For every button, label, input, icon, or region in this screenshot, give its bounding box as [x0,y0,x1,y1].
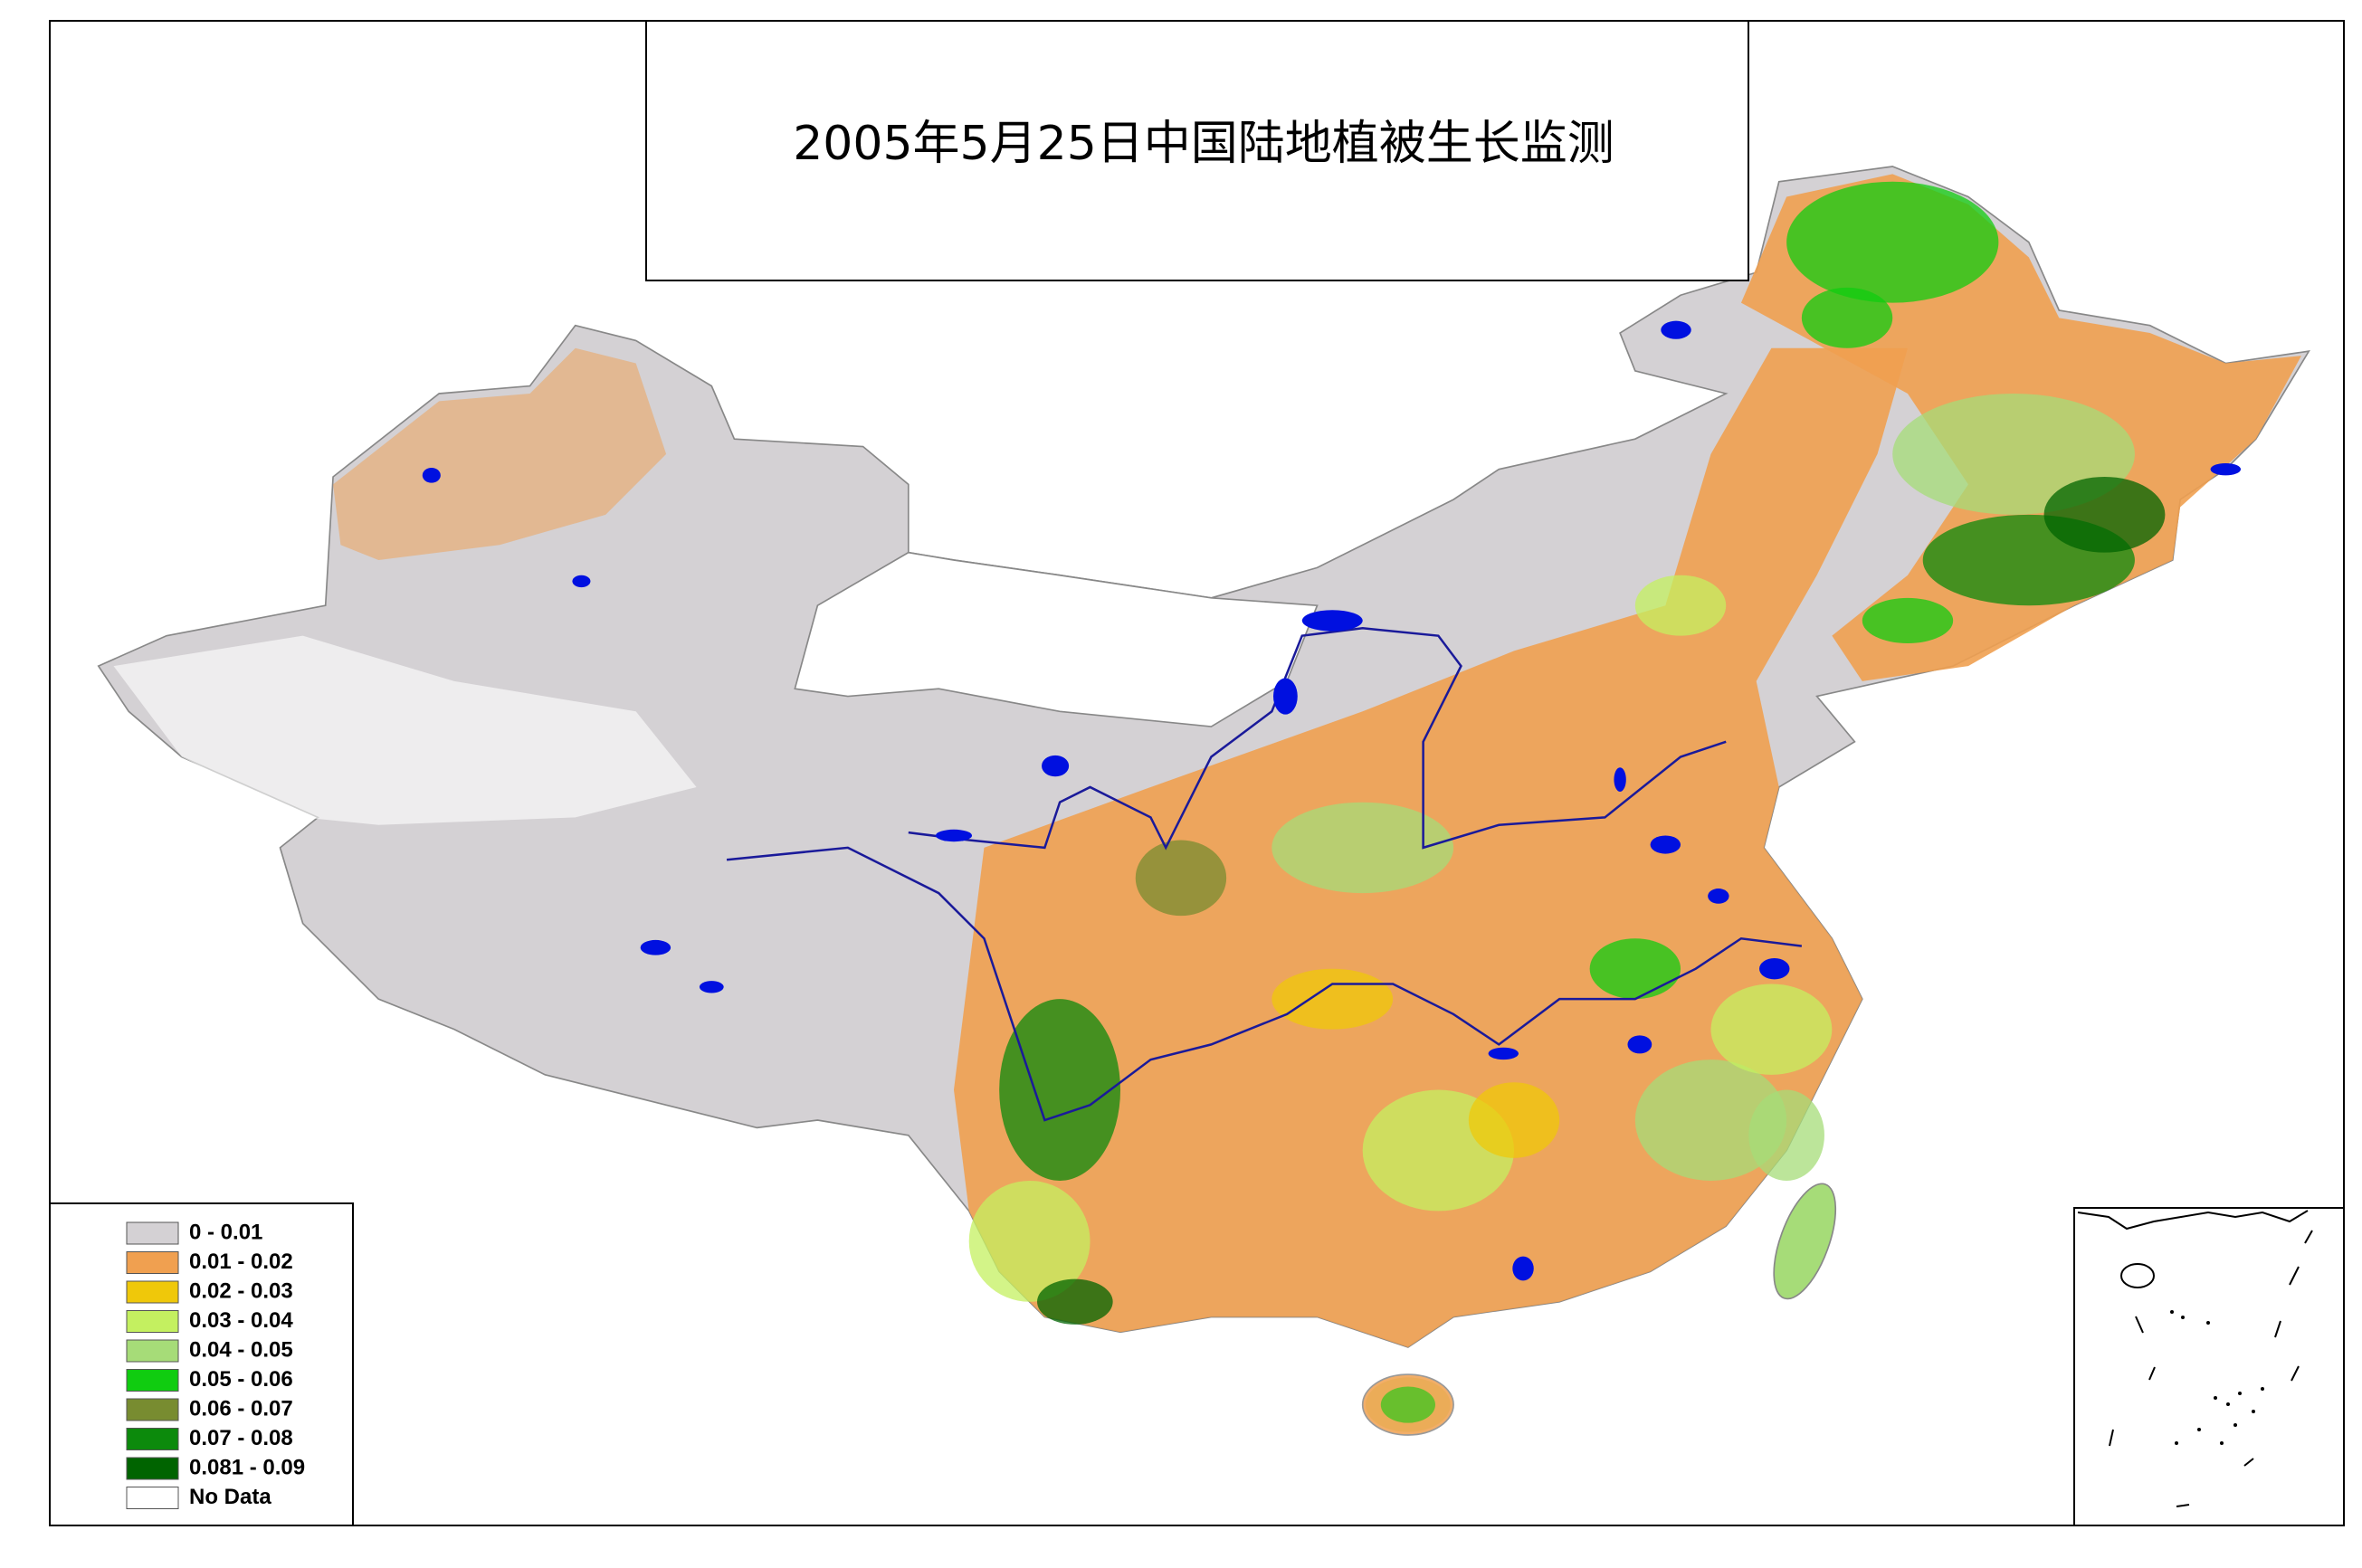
legend-swatch [126,1487,179,1509]
taiwan-island [1773,1183,1837,1300]
vegetation-patch [1786,181,1999,303]
lake [1512,1256,1534,1281]
legend-box [49,1202,354,1526]
vegetation-patch [1634,1060,1787,1181]
vegetation-patch [1468,1082,1560,1158]
inset-frame [2073,1207,2345,1526]
legend-label: 0.04 - 0.05 [189,1337,293,1362]
vegetation-patch [968,1180,1091,1302]
vegetation-patch [2043,476,2166,553]
vegetation-zone [333,347,667,561]
legend-label: 0.01 - 0.02 [189,1250,293,1274]
vegetation-patch [1271,968,1394,1030]
vegetation-patch [999,999,1121,1181]
no-data-area [113,635,697,825]
legend-label: 0.07 - 0.08 [189,1426,293,1450]
inset-islands [2170,1310,2264,1445]
legend-swatch [126,1221,179,1245]
legend-label: No Data [189,1485,271,1509]
legend-swatch [126,1280,179,1304]
legend-label: 0.02 - 0.03 [189,1278,293,1303]
inset-boundary-dashes [2109,1230,2313,1507]
lake [2210,462,2242,476]
legend-swatch [126,1310,179,1333]
legend-swatch [126,1428,179,1450]
lake [1301,610,1363,632]
south-china-sea-inset [2073,1207,2345,1526]
legend-label: 0 - 0.01 [189,1220,262,1244]
vegetation-patch [1271,802,1454,894]
lake [640,939,671,955]
legend-label: 0.05 - 0.06 [189,1367,293,1392]
legend-label: 0.03 - 0.04 [189,1308,293,1333]
no-data-area [794,551,1319,727]
legend-swatch [126,1251,179,1274]
yellow-river [908,627,1727,851]
map-title: 2005年5月25日中国陆地植被生长监测 [793,117,1614,171]
legend-swatch [126,1457,179,1480]
inset-coast [2077,1210,2309,1231]
yangtze-river [726,846,1803,1122]
legend-swatch [126,1398,179,1421]
legend-swatch [126,1369,179,1392]
lake [422,467,441,483]
hainan-island [1380,1386,1436,1423]
lake [699,981,724,993]
lake [1650,835,1681,854]
lake [1661,320,1691,339]
lake [1627,1035,1652,1054]
legend-label: 0.06 - 0.07 [189,1396,293,1421]
lake [572,575,591,588]
vegetation-patch [1589,938,1681,1000]
vegetation-patch [1634,575,1727,636]
vegetation-patch [1710,984,1833,1075]
lake [1759,958,1790,980]
vegetation-patch [1862,597,1954,644]
china-map [97,166,2310,1436]
vegetation-patch [1801,287,1893,348]
lake [1042,755,1070,777]
lake [935,829,973,842]
lake [1272,678,1298,715]
lake [1614,767,1626,792]
title-box [645,20,1749,281]
lake [1488,1047,1519,1060]
vegetation-patch [1037,1278,1113,1325]
legend-swatch [126,1339,179,1363]
legend-label: 0.081 - 0.09 [189,1455,305,1479]
legend: 0 - 0.01 0.01 - 0.02 0.02 - 0.03 0.03 - 0.0… [126,1220,305,1509]
lake [1708,889,1729,904]
vegetation-patch [1135,840,1227,917]
inset-hainan [2120,1263,2155,1288]
vegetation-patch [1748,1089,1824,1181]
